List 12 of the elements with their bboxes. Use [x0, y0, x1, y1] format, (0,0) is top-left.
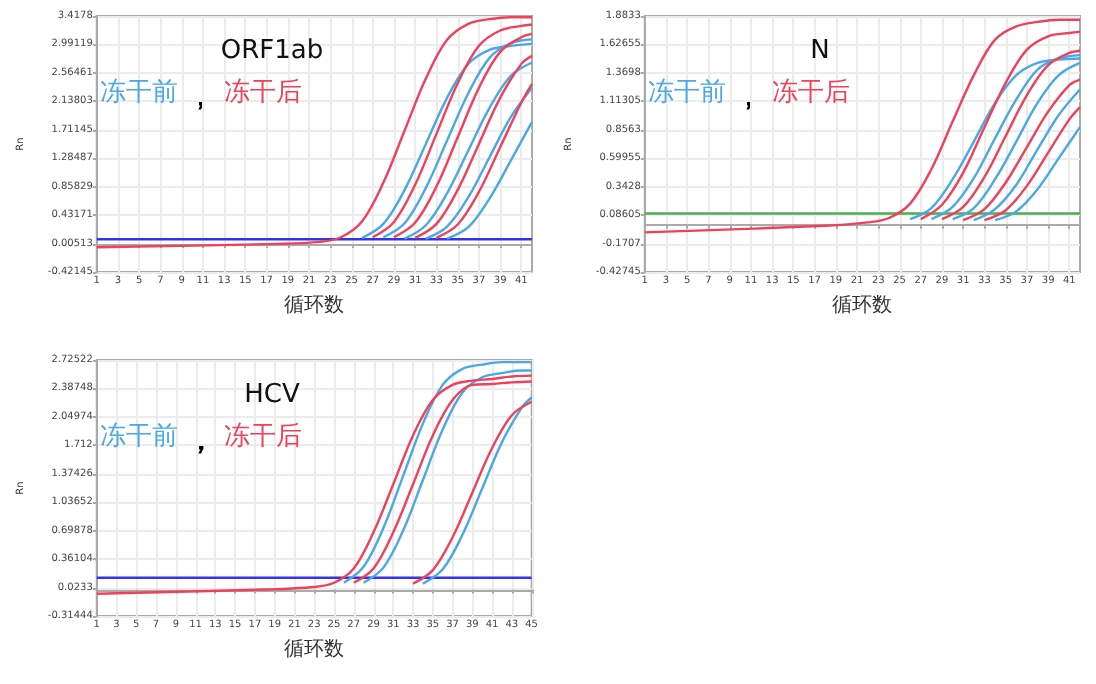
text: 冻干后	[224, 78, 302, 108]
text: 冻干前	[100, 78, 178, 108]
text: 冻干前	[100, 422, 178, 452]
x-axis-title: 循环数	[284, 638, 345, 661]
text: HCV	[244, 380, 300, 410]
text: 冻干后	[224, 422, 302, 452]
text: 冻干后	[772, 78, 850, 108]
x-axis-title: 循环数	[284, 294, 345, 317]
x-axis-title: 循环数	[832, 294, 893, 317]
text: N	[810, 36, 830, 66]
text: 冻干前	[648, 78, 726, 108]
text: ORF1ab	[220, 36, 324, 66]
